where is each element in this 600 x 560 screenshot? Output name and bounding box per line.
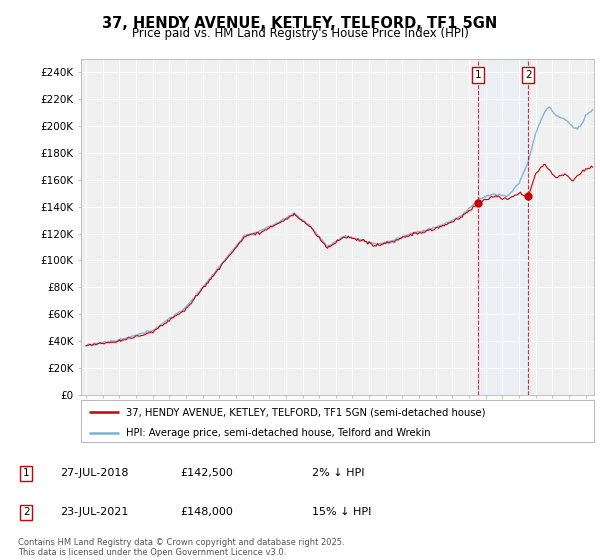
Text: 1: 1 bbox=[23, 468, 29, 478]
Text: Contains HM Land Registry data © Crown copyright and database right 2025.
This d: Contains HM Land Registry data © Crown c… bbox=[18, 538, 344, 557]
Text: 2% ↓ HPI: 2% ↓ HPI bbox=[312, 468, 365, 478]
Text: 2: 2 bbox=[525, 70, 532, 80]
Bar bbox=[478, 59, 529, 395]
Text: 1: 1 bbox=[475, 70, 482, 80]
Text: 2: 2 bbox=[23, 507, 29, 517]
Text: Price paid vs. HM Land Registry's House Price Index (HPI): Price paid vs. HM Land Registry's House … bbox=[131, 27, 469, 40]
Text: 37, HENDY AVENUE, KETLEY, TELFORD, TF1 5GN (semi-detached house): 37, HENDY AVENUE, KETLEY, TELFORD, TF1 5… bbox=[126, 407, 485, 417]
Text: £142,500: £142,500 bbox=[180, 468, 233, 478]
Text: 27-JUL-2018: 27-JUL-2018 bbox=[60, 468, 128, 478]
Text: 23-JUL-2021: 23-JUL-2021 bbox=[60, 507, 128, 517]
Text: 37, HENDY AVENUE, KETLEY, TELFORD, TF1 5GN: 37, HENDY AVENUE, KETLEY, TELFORD, TF1 5… bbox=[103, 16, 497, 31]
Text: HPI: Average price, semi-detached house, Telford and Wrekin: HPI: Average price, semi-detached house,… bbox=[126, 428, 431, 438]
Text: 15% ↓ HPI: 15% ↓ HPI bbox=[312, 507, 371, 517]
Text: £148,000: £148,000 bbox=[180, 507, 233, 517]
